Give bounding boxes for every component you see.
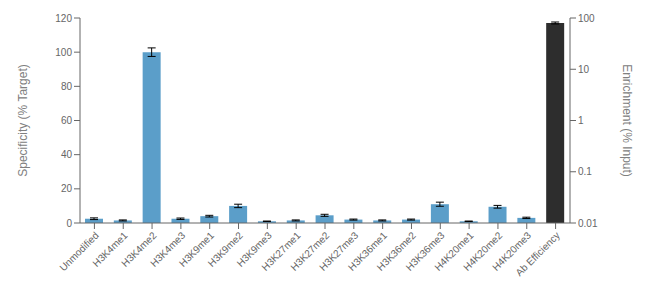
svg-text:100: 100 <box>55 47 72 58</box>
svg-text:Enrichment (% Input): Enrichment (% Input) <box>620 64 634 177</box>
svg-text:H3K36me2: H3K36me2 <box>374 229 418 273</box>
svg-text:0.1: 0.1 <box>578 166 592 177</box>
svg-text:120: 120 <box>55 13 72 24</box>
svg-text:80: 80 <box>61 81 73 92</box>
svg-text:H4K20me1: H4K20me1 <box>432 229 476 273</box>
svg-text:H3K27me3: H3K27me3 <box>317 229 361 273</box>
svg-text:100: 100 <box>578 13 595 24</box>
svg-text:H3K4me2: H3K4me2 <box>119 229 159 269</box>
svg-text:1: 1 <box>578 115 584 126</box>
svg-text:H3K9me1: H3K9me1 <box>176 229 217 269</box>
svg-text:20: 20 <box>61 183 73 194</box>
svg-text:H4K20me3: H4K20me3 <box>490 229 534 273</box>
svg-text:Specificity (% Target): Specificity (% Target) <box>16 64 30 176</box>
svg-text:H3K36me1: H3K36me1 <box>345 229 390 273</box>
svg-text:H3K4me1: H3K4me1 <box>90 229 130 269</box>
svg-text:Unmodified: Unmodified <box>57 230 101 274</box>
svg-text:H3K27me2: H3K27me2 <box>288 229 332 273</box>
svg-text:60: 60 <box>61 115 73 126</box>
svg-text:H3K4me3: H3K4me3 <box>148 229 188 269</box>
svg-text:0: 0 <box>66 218 72 229</box>
svg-text:10: 10 <box>578 64 590 75</box>
svg-text:H3K9me3: H3K9me3 <box>234 229 274 269</box>
svg-text:40: 40 <box>61 149 73 160</box>
svg-text:H3K27me1: H3K27me1 <box>259 229 303 273</box>
svg-text:H4K20me2: H4K20me2 <box>461 229 505 273</box>
svg-text:Ab Efficiency: Ab Efficiency <box>513 230 562 279</box>
svg-text:H3K9me2: H3K9me2 <box>205 229 245 269</box>
svg-text:H3K36me3: H3K36me3 <box>403 229 447 273</box>
svg-text:0.01: 0.01 <box>578 218 598 229</box>
